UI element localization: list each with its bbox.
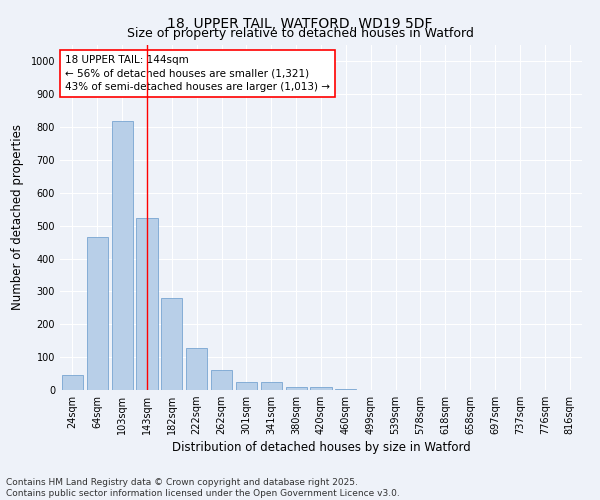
Bar [236, 382, 257, 390]
X-axis label: Distribution of detached houses by size in Watford: Distribution of detached houses by size … [172, 442, 470, 454]
Bar [261, 382, 282, 390]
Bar [87, 237, 108, 390]
Bar [310, 386, 332, 390]
Bar [286, 386, 307, 390]
Text: Size of property relative to detached houses in Watford: Size of property relative to detached ho… [127, 28, 473, 40]
Text: 18, UPPER TAIL, WATFORD, WD19 5DF: 18, UPPER TAIL, WATFORD, WD19 5DF [167, 18, 433, 32]
Bar [211, 370, 232, 390]
Bar [112, 120, 133, 390]
Bar [161, 298, 182, 390]
Bar [186, 348, 207, 390]
Text: Contains HM Land Registry data © Crown copyright and database right 2025.
Contai: Contains HM Land Registry data © Crown c… [6, 478, 400, 498]
Bar [335, 389, 356, 390]
Y-axis label: Number of detached properties: Number of detached properties [11, 124, 23, 310]
Bar [62, 374, 83, 390]
Bar [136, 218, 158, 390]
Text: 18 UPPER TAIL: 144sqm
← 56% of detached houses are smaller (1,321)
43% of semi-d: 18 UPPER TAIL: 144sqm ← 56% of detached … [65, 56, 330, 92]
